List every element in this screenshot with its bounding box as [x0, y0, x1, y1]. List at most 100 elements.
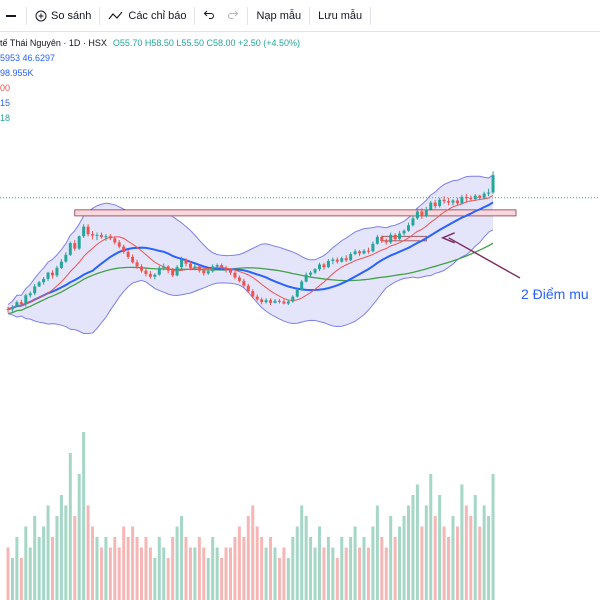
candle-body	[19, 302, 23, 305]
indicators-button[interactable]: Các chỉ báo	[102, 0, 192, 31]
volume-bar	[282, 547, 286, 600]
volume-bar	[326, 537, 330, 600]
volume-bar	[175, 526, 179, 600]
volume-bar	[51, 537, 54, 600]
candle-body	[33, 286, 37, 294]
legend-indicator-2: 98.955K	[0, 68, 34, 78]
volume-bar	[33, 516, 37, 600]
redo-button[interactable]	[221, 0, 245, 31]
bollinger-lower-line	[7, 229, 494, 335]
volume-bar	[157, 537, 161, 600]
candle-body	[375, 236, 379, 244]
load-template-label: Nạp mẫu	[256, 9, 302, 22]
volume-bar	[242, 537, 246, 600]
candle-body	[220, 265, 224, 268]
candle-body	[424, 209, 428, 217]
volume-bar	[300, 505, 304, 600]
candle-body	[304, 274, 308, 282]
candle-body	[148, 274, 152, 277]
load-template-button[interactable]: Nạp mẫu	[250, 0, 307, 31]
toolbar-divider	[247, 6, 249, 25]
undo-icon	[203, 8, 215, 23]
candle-body	[229, 269, 232, 273]
volume-bar	[55, 516, 59, 600]
volume-bar	[402, 516, 406, 600]
candle-body	[91, 234, 95, 236]
volume-bar	[6, 547, 10, 600]
volume-bar	[473, 495, 477, 600]
candle-body	[473, 195, 477, 200]
candle-body	[362, 250, 366, 254]
candle-body	[224, 267, 228, 270]
volume-bar	[349, 537, 353, 600]
candle-body	[68, 243, 72, 255]
volume-bar	[86, 505, 90, 600]
volume-bar	[233, 537, 237, 600]
volume-bar	[224, 547, 228, 600]
symbol-search-button[interactable]	[0, 0, 24, 31]
toolbar-divider	[370, 6, 372, 25]
candle-body	[242, 280, 246, 286]
ohlc-values: O55.70 H58.50 L55.50 C58.00 +2.50 (+4.50…	[112, 38, 301, 48]
volume-bar	[411, 495, 415, 600]
compare-button[interactable]: So sánh	[29, 0, 97, 31]
volume-bar	[104, 537, 108, 600]
volume-bar	[469, 516, 473, 600]
candle-body	[117, 242, 121, 247]
volume-bar	[42, 526, 46, 600]
chart-toolbar: So sánh Các chỉ báo Nạp mẫu Lưu mẫu	[0, 0, 600, 32]
volume-bar	[99, 547, 103, 600]
volume-bar	[389, 516, 393, 600]
volume-bar	[91, 526, 95, 600]
volume-bar	[46, 505, 50, 600]
candle-body	[464, 197, 468, 199]
ma-fast-line	[7, 194, 494, 310]
price-chart[interactable]	[0, 32, 600, 600]
candle-body	[215, 265, 219, 267]
candle-body	[140, 266, 143, 271]
candle-body	[420, 211, 424, 217]
volume-bar	[117, 547, 121, 600]
candle-body	[300, 281, 304, 290]
legend-indicator-5: 18	[0, 113, 11, 123]
volume-bar	[95, 537, 99, 600]
candle-body	[175, 267, 179, 276]
candle-body	[211, 266, 215, 272]
volume-bar	[193, 547, 197, 600]
candle-body	[162, 266, 166, 268]
candle-body	[122, 246, 126, 253]
candle-body	[455, 200, 459, 204]
volume-bar	[318, 526, 321, 600]
candle-body	[10, 307, 14, 310]
candle-body	[46, 272, 50, 279]
indicators-label: Các chỉ báo	[128, 9, 187, 22]
volume-bar	[82, 432, 86, 600]
annotation-text[interactable]: 2 Điểm mu	[521, 286, 589, 302]
candle-body	[451, 200, 455, 203]
symbol-title: tế Thái Nguyên · 1D · HSX	[0, 38, 107, 48]
save-template-button[interactable]: Lưu mẫu	[312, 0, 368, 31]
volume-bar	[135, 537, 139, 600]
volume-bar	[144, 537, 148, 600]
volume-bar	[291, 537, 295, 600]
legend-indicator-3: 00	[0, 83, 11, 93]
volume-bar	[59, 495, 63, 600]
candle-body	[15, 302, 19, 308]
candle-body	[28, 293, 32, 296]
annotation-arrow	[448, 237, 521, 279]
volume-bar	[420, 526, 424, 600]
candle-body	[197, 266, 201, 271]
candle-body	[482, 193, 486, 198]
candle-body	[340, 258, 344, 262]
candle-body	[166, 266, 170, 271]
ma-mid-line	[7, 201, 494, 311]
volume-bar	[464, 505, 468, 600]
volume-bar	[286, 558, 290, 600]
undo-button[interactable]	[197, 0, 221, 31]
candle-body	[246, 285, 250, 292]
volume-bar	[153, 558, 157, 600]
volume-bar	[438, 495, 442, 600]
volume-bar	[331, 547, 335, 600]
legend-symbol-row: tế Thái Nguyên · 1D · HSX O55.70 H58.50 L…	[0, 36, 300, 51]
candle-body	[42, 278, 46, 283]
